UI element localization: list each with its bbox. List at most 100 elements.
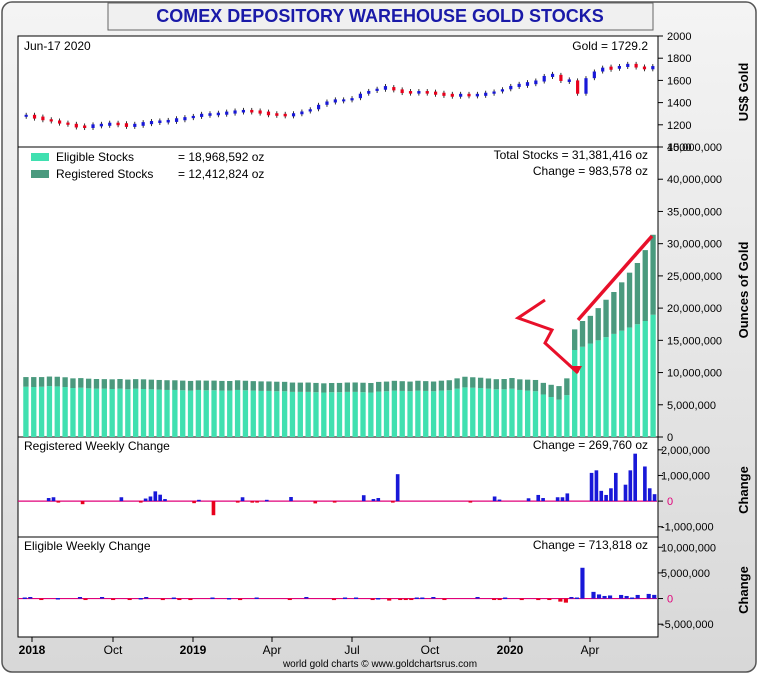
eligible-bar xyxy=(579,346,586,437)
gold-candle xyxy=(124,123,129,127)
gold-candle xyxy=(291,113,296,117)
eligible-bar xyxy=(376,391,382,437)
eligible-change-bar xyxy=(353,597,359,600)
eligible-panel-label: Eligible Weekly Change xyxy=(24,539,151,553)
registered-change-bar xyxy=(153,491,158,502)
registered-bar xyxy=(258,381,264,391)
gold-candle xyxy=(83,125,87,129)
eligible-bar xyxy=(78,387,84,437)
registered-bar xyxy=(31,377,37,388)
registered-change-bar xyxy=(497,499,502,502)
stocks-tick-label: 25,000,000 xyxy=(667,271,722,283)
gold-candle xyxy=(375,88,379,91)
registered-bar xyxy=(203,380,209,391)
gold-candle xyxy=(367,90,371,94)
eligible-bar xyxy=(180,390,186,437)
registered-change-bar xyxy=(332,501,337,503)
eligible-change-bar xyxy=(596,594,602,599)
eligible-change-bar xyxy=(547,598,552,601)
stocks-tick-label: 0 xyxy=(667,432,673,444)
rising-arrow-annotation xyxy=(576,234,654,322)
gold-candle xyxy=(450,93,454,97)
registered-bar xyxy=(407,381,413,392)
registered-bar xyxy=(148,379,155,390)
gold-candle xyxy=(333,99,337,103)
eligible-change-bar xyxy=(254,597,259,600)
gold-candle xyxy=(266,111,271,116)
gold-candle xyxy=(534,80,538,85)
gold-series-layer xyxy=(24,61,655,131)
eligible-bar xyxy=(524,390,531,437)
registered-bar xyxy=(133,379,139,389)
eligible-bar xyxy=(313,392,319,437)
registered-bar xyxy=(211,380,217,391)
registered-change-bar xyxy=(526,498,531,502)
registered-change-tick-label: -1,000,000 xyxy=(661,522,714,534)
eligible-change-bar xyxy=(287,598,292,601)
eligible-bar xyxy=(642,321,648,437)
eligible-bar xyxy=(619,330,625,437)
lightning-bolt-annotation xyxy=(514,298,580,375)
eligible-change-bar xyxy=(99,597,105,599)
eligible-bar xyxy=(266,390,272,437)
registered-change-bar xyxy=(647,488,652,502)
gold-candle xyxy=(308,109,312,112)
gold-candle xyxy=(325,101,329,105)
registered-axis-label: Change xyxy=(736,466,751,514)
gold-axis-label: US$ Gold xyxy=(736,63,751,122)
legend-value-registered: = 12,412,824 oz xyxy=(178,167,264,181)
registered-bar xyxy=(470,377,476,388)
gold-candle xyxy=(350,98,354,101)
gold-candle xyxy=(559,74,563,81)
gold-candle xyxy=(525,82,530,86)
eligible-bar xyxy=(438,390,445,437)
eligible-change-bar xyxy=(188,598,193,601)
gold-date-label: Jun-17 2020 xyxy=(24,39,91,53)
registered-change-bar xyxy=(235,501,240,503)
eligible-change-bar xyxy=(591,591,596,599)
gold-candle xyxy=(49,119,53,122)
gold-price-label: Gold = 1729.2 xyxy=(572,39,648,53)
gold-candle xyxy=(275,113,279,116)
gold-candle xyxy=(99,123,103,127)
registered-bar xyxy=(572,329,578,350)
registered-change-bar xyxy=(51,497,56,502)
registered-bar xyxy=(524,379,531,391)
registered-change-layer xyxy=(18,453,657,516)
gold-candle xyxy=(233,110,237,114)
eligible-bar xyxy=(23,386,29,437)
registered-bar xyxy=(454,378,460,389)
eligible-bar xyxy=(54,386,60,437)
registered-change-bar xyxy=(56,501,61,503)
eligible-bar xyxy=(517,389,523,437)
registered-bar xyxy=(383,381,390,392)
registered-bar xyxy=(281,381,288,392)
registered-change-bar xyxy=(492,496,497,502)
registered-change-bar xyxy=(240,497,245,502)
gold-candle xyxy=(584,78,588,94)
registered-change-bar xyxy=(541,498,545,502)
eligible-change-bar xyxy=(414,597,419,600)
registered-change-bar xyxy=(148,496,153,502)
gold-candle xyxy=(484,92,488,96)
registered-bar xyxy=(517,379,523,390)
registered-change-bar xyxy=(163,499,167,502)
registered-change-bar xyxy=(192,501,196,504)
registered-bar xyxy=(328,382,335,393)
eligible-change-bar xyxy=(569,597,574,599)
eligible-change-tick-label: 5,000,000 xyxy=(661,568,710,580)
registered-change-bar xyxy=(197,499,201,502)
eligible-bar xyxy=(281,391,288,437)
gold-candle xyxy=(24,114,28,117)
eligible-bar xyxy=(172,389,178,437)
gold-candle xyxy=(383,86,388,90)
eligible-change-bar xyxy=(558,598,563,602)
gold-candle xyxy=(250,109,254,113)
x-tick-label: 2019 xyxy=(180,643,207,657)
eligible-change-bar xyxy=(635,594,640,599)
stocks-tick-label: 40,000,000 xyxy=(667,174,722,186)
stocks-tick-label: 10,000,000 xyxy=(667,368,722,380)
